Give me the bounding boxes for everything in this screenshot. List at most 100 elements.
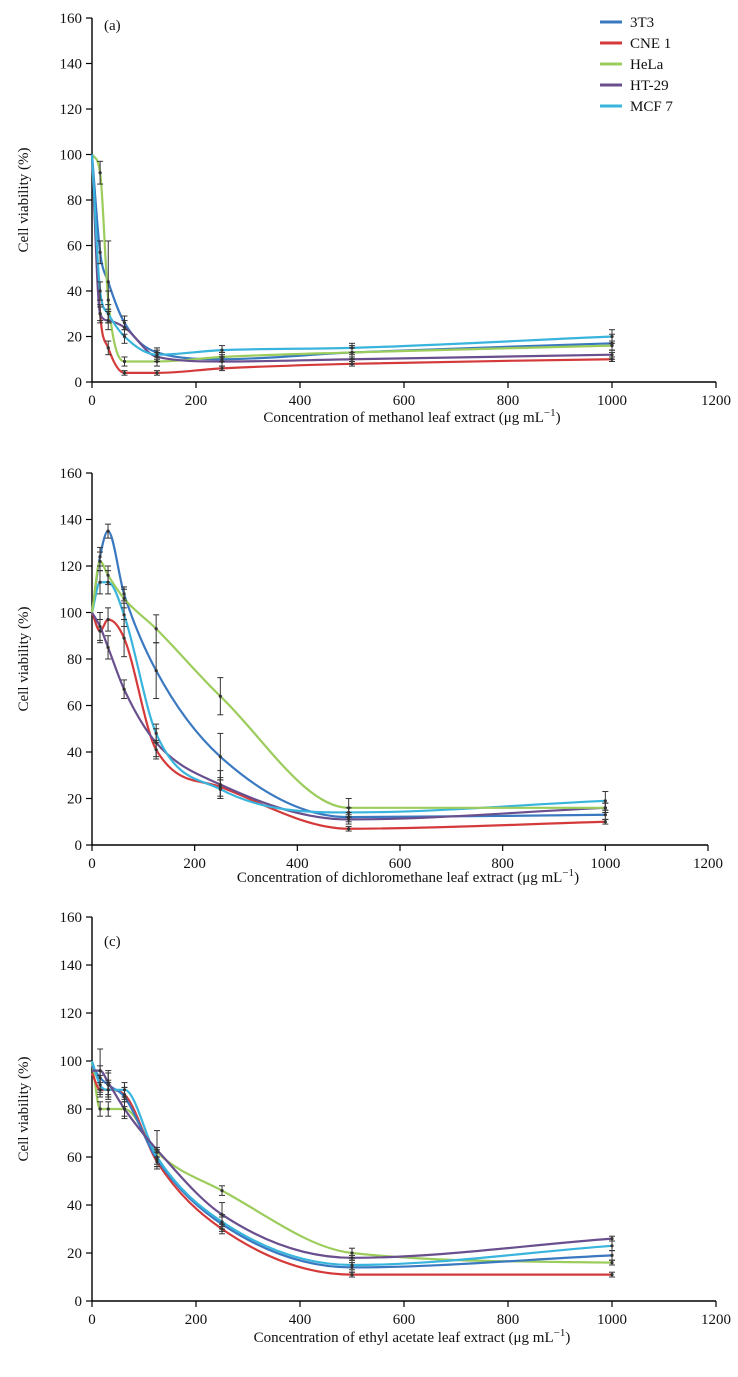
data-point xyxy=(123,360,126,363)
x-tick-label: 1200 xyxy=(701,393,731,409)
series-line-cne-1 xyxy=(92,613,605,829)
data-point xyxy=(122,613,125,616)
chart-panel-3: 0 20 40 60 80 100 120 140 160 0 200 400 600 800 1000 12… xyxy=(16,910,731,1346)
y-tick-label: 140 xyxy=(60,57,83,73)
x-tick-label: 1200 xyxy=(693,856,723,872)
data-point xyxy=(219,755,222,758)
data-point xyxy=(604,799,607,802)
y-tick-label: 80 xyxy=(67,1102,82,1118)
data-point xyxy=(347,827,350,830)
y-tick-label: 60 xyxy=(67,1150,82,1166)
y-tick-label: 160 xyxy=(60,910,83,926)
x-tick-label: 1000 xyxy=(590,856,620,872)
data-point xyxy=(98,625,101,628)
y-tick-label: 140 xyxy=(60,958,83,974)
y-tick-label: 120 xyxy=(60,102,83,118)
x-tick-label: 200 xyxy=(185,393,208,409)
data-point xyxy=(610,344,613,347)
x-tick-label: 200 xyxy=(183,856,206,872)
data-point xyxy=(107,280,110,283)
data-point xyxy=(219,788,222,791)
series-line-mcf-7 xyxy=(92,155,612,355)
x-tick-label: 1200 xyxy=(701,1312,731,1328)
series-line-3t3 xyxy=(92,531,605,817)
data-point xyxy=(220,367,223,370)
data-point xyxy=(123,1088,126,1091)
series-line-ht-29 xyxy=(92,155,612,362)
series-line-mcf-7 xyxy=(92,582,605,812)
data-point xyxy=(220,1189,223,1192)
x-tick-label: 0 xyxy=(88,393,96,409)
y-axis-label: Cell viability (%) xyxy=(16,607,32,712)
x-tick-label: 600 xyxy=(393,1312,416,1328)
x-axis-label: Concentration of methanol leaf extract (… xyxy=(263,407,560,426)
data-point xyxy=(123,1107,126,1110)
legend-label: CNE 1 xyxy=(630,36,671,52)
data-point xyxy=(99,312,102,315)
data-point xyxy=(610,1237,613,1240)
y-tick-label: 40 xyxy=(67,745,82,761)
legend-label: MCF 7 xyxy=(630,99,673,115)
series-line-ht-29 xyxy=(92,1071,612,1258)
data-point xyxy=(106,530,109,533)
data-point xyxy=(155,627,158,630)
data-point xyxy=(604,813,607,816)
data-point xyxy=(155,353,158,356)
data-point xyxy=(123,326,126,329)
data-point xyxy=(107,312,110,315)
y-tick-label: 100 xyxy=(60,606,83,622)
data-point xyxy=(155,732,158,735)
y-tick-label: 0 xyxy=(75,838,83,854)
x-tick-label: 600 xyxy=(393,393,416,409)
x-tick-label: 0 xyxy=(88,856,96,872)
y-tick-label: 120 xyxy=(60,559,83,575)
y-tick-label: 140 xyxy=(60,513,83,529)
data-point xyxy=(350,1256,353,1259)
x-tick-label: 1000 xyxy=(597,1312,627,1328)
series-line-hela xyxy=(92,1061,612,1263)
data-point xyxy=(219,695,222,698)
x-tick-label: 1000 xyxy=(597,393,627,409)
y-tick-label: 20 xyxy=(67,792,82,808)
data-point xyxy=(123,335,126,338)
data-point xyxy=(220,360,223,363)
x-tick-label: 200 xyxy=(185,1312,208,1328)
legend-label: HT-29 xyxy=(630,78,669,94)
y-tick-label: 160 xyxy=(60,466,83,482)
y-tick-label: 60 xyxy=(67,699,82,715)
data-point xyxy=(123,371,126,374)
data-point xyxy=(610,353,613,356)
data-point xyxy=(98,581,101,584)
data-point xyxy=(604,806,607,809)
series-line-3t3 xyxy=(92,155,612,360)
data-point xyxy=(610,1254,613,1257)
y-tick-label: 40 xyxy=(67,1198,82,1214)
y-tick-label: 160 xyxy=(60,11,83,27)
data-point xyxy=(610,1261,613,1264)
y-tick-label: 20 xyxy=(67,330,82,346)
y-tick-label: 60 xyxy=(67,239,82,255)
data-point xyxy=(107,346,110,349)
data-point xyxy=(350,346,353,349)
data-point xyxy=(155,371,158,374)
data-point xyxy=(347,818,350,821)
data-point xyxy=(610,1273,613,1276)
x-tick-label: 0 xyxy=(88,1312,96,1328)
data-point xyxy=(99,1107,102,1110)
data-point xyxy=(106,574,109,577)
x-axis-label: Concentration of dichloromethane leaf ex… xyxy=(237,867,579,886)
data-point xyxy=(155,1148,158,1151)
data-point xyxy=(610,335,613,338)
data-point xyxy=(122,688,125,691)
panel-label: (c) xyxy=(104,934,121,950)
data-point xyxy=(106,646,109,649)
x-tick-label: 800 xyxy=(497,1312,520,1328)
data-point xyxy=(99,251,102,254)
series-line-hela xyxy=(92,561,605,807)
data-point xyxy=(220,1213,223,1216)
data-point xyxy=(107,1107,110,1110)
data-point xyxy=(604,820,607,823)
data-point xyxy=(155,669,158,672)
